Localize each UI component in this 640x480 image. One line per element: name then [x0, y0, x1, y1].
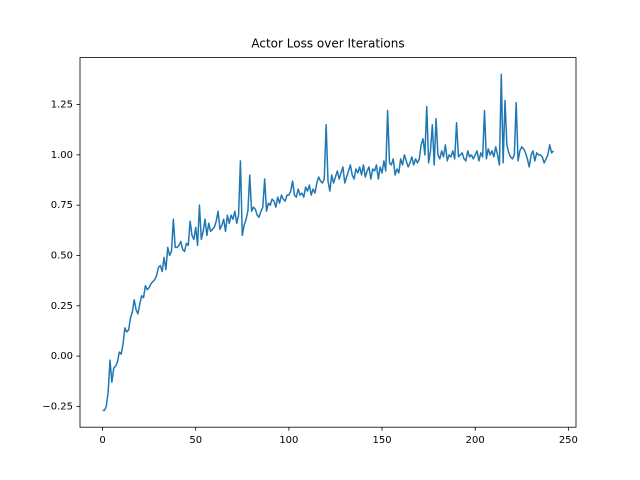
y-tick-label: 0.25	[51, 301, 73, 312]
x-tick-label: 250	[559, 435, 578, 446]
x-tick-label: 50	[189, 435, 202, 446]
x-tick-label: 150	[372, 435, 391, 446]
x-tick-label: 200	[466, 435, 485, 446]
axes-frame	[79, 57, 577, 428]
y-tick-label: 0.00	[51, 351, 73, 362]
y-tick-label: 0.75	[51, 200, 73, 211]
line-series	[102, 73, 555, 412]
y-tick-label: 1.25	[51, 100, 73, 111]
y-tick-label: 1.00	[51, 150, 73, 161]
x-tick-label: 0	[99, 435, 105, 446]
x-tick-label: 100	[279, 435, 298, 446]
y-tick-label: 0.50	[51, 250, 73, 261]
chart-title: Actor Loss over Iterations	[251, 37, 404, 51]
y-tick-label: −0.25	[42, 401, 73, 412]
